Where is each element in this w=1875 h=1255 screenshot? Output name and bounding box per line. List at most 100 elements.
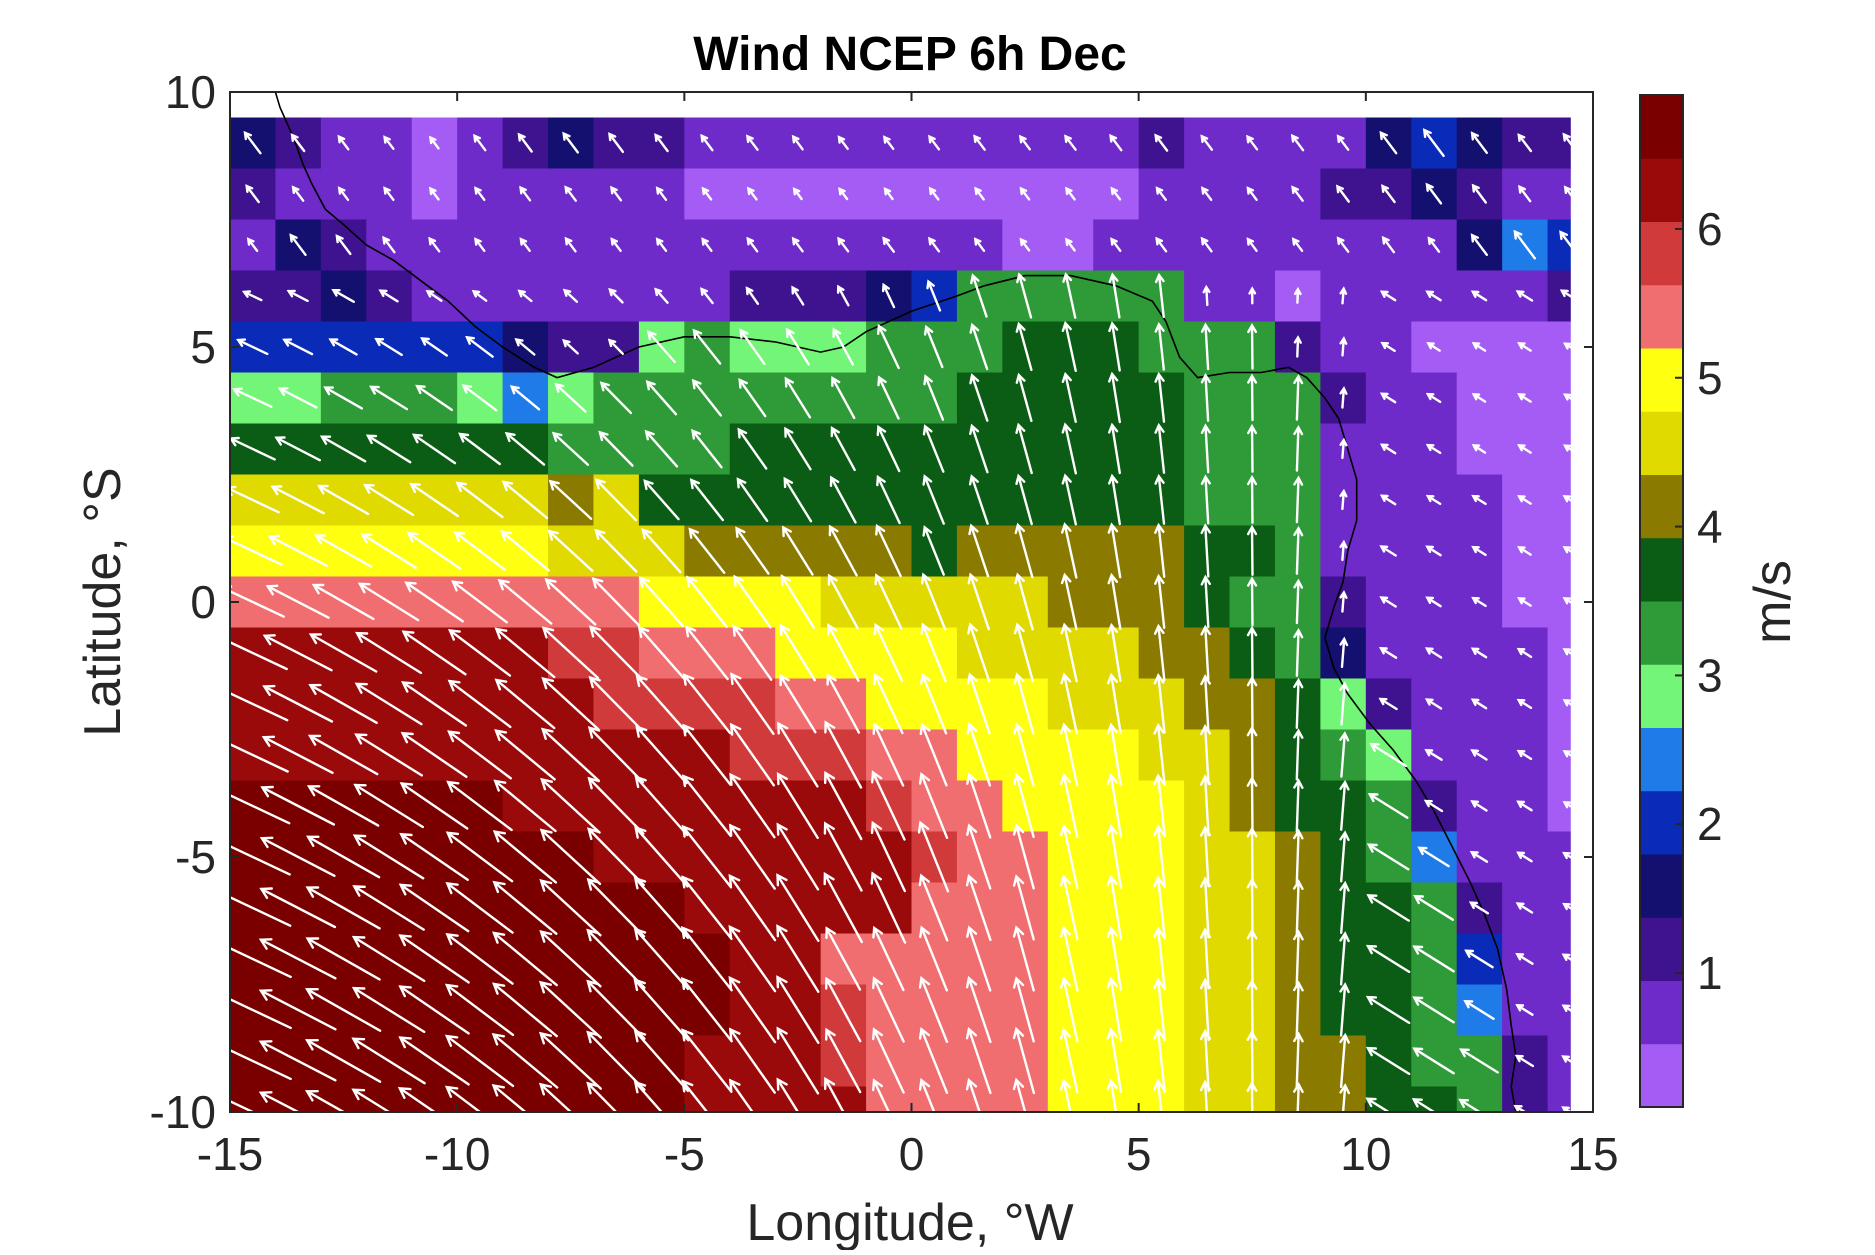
wind-arrow <box>928 186 940 201</box>
wind-arrow <box>446 780 513 832</box>
wind-arrow <box>352 885 425 931</box>
wind-arrow <box>825 976 862 1043</box>
wind-arrow <box>825 926 862 991</box>
wind-arrow <box>735 526 770 575</box>
wind-arrow <box>870 871 907 944</box>
wind-arrow <box>1339 437 1348 460</box>
wind-arrow <box>214 786 291 825</box>
wind-arrow <box>564 236 577 253</box>
wind-arrow <box>1471 393 1487 403</box>
wind-arrow <box>270 485 325 515</box>
wind-arrow <box>792 187 803 201</box>
wind-arrow <box>1293 627 1304 677</box>
wind-arrow <box>445 881 514 934</box>
wind-arrow <box>1293 778 1304 833</box>
wind-arrow <box>973 237 986 252</box>
wind-arrow <box>588 625 643 681</box>
wind-arrow <box>732 624 773 681</box>
wind-arrow <box>1106 976 1123 1043</box>
wind-arrow <box>791 285 805 306</box>
wind-arrow <box>587 827 645 887</box>
wind-arrow <box>428 236 441 253</box>
heatmap-cell <box>1547 729 1571 781</box>
wind-arrow <box>1059 772 1079 838</box>
wind-arrow <box>509 385 541 411</box>
wind-arrow <box>1060 672 1078 735</box>
wind-arrow <box>420 337 448 357</box>
wind-arrow <box>1246 625 1258 680</box>
wind-arrow <box>655 186 668 201</box>
wind-arrow <box>1200 474 1211 525</box>
wind-arrow <box>587 776 645 835</box>
wind-arrow <box>398 883 470 933</box>
wind-arrow <box>286 289 309 303</box>
wind-arrow <box>492 830 558 884</box>
wind-arrow <box>1014 522 1034 579</box>
wind-arrow <box>383 186 395 201</box>
wind-arrow <box>633 977 690 1042</box>
colorbar-segment <box>1640 221 1683 286</box>
wind-arrow <box>681 1028 733 1093</box>
wind-arrow <box>539 879 602 937</box>
heatmap-cell <box>1547 984 1571 1036</box>
wind-arrow <box>610 185 623 202</box>
wind-arrow <box>836 284 850 307</box>
wind-arrow <box>1339 590 1348 613</box>
heatmap-cell <box>1547 525 1571 577</box>
wind-arrow <box>872 925 905 992</box>
wind-arrow <box>1248 286 1257 305</box>
wind-arrow <box>1200 825 1212 888</box>
wind-arrow <box>1471 545 1487 557</box>
coastline-layer <box>274 91 1517 1113</box>
wind-arrow <box>445 932 514 985</box>
heatmap-cell <box>1547 321 1571 373</box>
wind-arrow <box>691 378 722 417</box>
wind-arrow <box>1561 1055 1579 1067</box>
wind-arrow <box>1424 698 1443 710</box>
wind-arrow <box>587 726 645 784</box>
wind-arrow <box>1061 522 1078 579</box>
wind-arrow <box>1061 473 1077 526</box>
wind-arrow <box>1200 423 1211 474</box>
wind-arrow <box>1413 895 1454 921</box>
wind-arrow <box>1062 272 1077 319</box>
wind-arrow <box>635 674 688 733</box>
wind-arrow <box>1293 929 1304 988</box>
wind-arrow <box>547 529 594 572</box>
wind-arrow <box>544 577 597 626</box>
wind-arrow <box>784 376 812 419</box>
wind-arrow <box>923 324 944 369</box>
colorbar-tick-label: 4 <box>1697 501 1723 553</box>
wind-arrow <box>1423 799 1444 813</box>
wind-arrow <box>928 236 941 253</box>
wind-arrow <box>1290 133 1305 152</box>
wind-arrow <box>877 323 900 370</box>
wind-arrow <box>634 775 689 837</box>
wind-arrow <box>519 185 532 202</box>
wind-arrow <box>539 828 602 886</box>
wind-arrow <box>458 432 501 466</box>
wind-arrow <box>645 380 678 416</box>
wind-arrow <box>779 673 817 734</box>
wind-arrow <box>872 1027 905 1094</box>
wind-arrow <box>1425 443 1442 455</box>
colorbar-segment <box>1640 348 1683 412</box>
wind-arrow <box>594 528 638 573</box>
wind-arrow <box>1559 289 1580 303</box>
wind-arrow <box>551 431 590 466</box>
wind-arrow <box>1293 677 1304 729</box>
wind-arrow <box>700 133 714 152</box>
wind-arrow <box>241 290 263 302</box>
wind-arrow <box>682 723 732 786</box>
wind-arrow <box>876 474 901 525</box>
wind-arrow <box>540 777 601 834</box>
wind-arrow <box>637 625 686 680</box>
wind-arrow <box>655 237 668 252</box>
wind-arrow <box>323 386 364 410</box>
wind-arrow <box>1422 128 1445 158</box>
wind-arrow <box>1246 877 1258 938</box>
y-axis: 10 5 0 -5 -10 <box>150 66 1593 1138</box>
wind-arrow <box>641 528 682 574</box>
colorbar-segment <box>1640 601 1683 665</box>
